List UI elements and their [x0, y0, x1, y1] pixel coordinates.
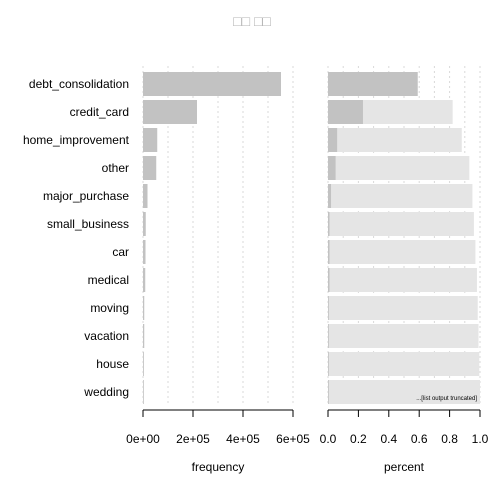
category-labels: debt_consolidation credit_card home_improv… — [23, 77, 130, 399]
frequency-bar-major-purchase — [143, 184, 148, 208]
percent-bar-home-improvement — [328, 128, 338, 152]
percent-axis-title: percent — [384, 460, 425, 474]
frequency-panel: 0e+00 2e+05 4e+05 6e+05 frequency — [126, 66, 310, 474]
percent-bar-wedding — [328, 380, 329, 404]
frequency-bar-house — [143, 352, 144, 376]
cumulative-bar-home-improvement — [328, 128, 462, 152]
percent-bar-moving — [328, 296, 329, 320]
category-label-small-business: small_business — [47, 217, 129, 231]
category-label-moving: moving — [90, 301, 129, 315]
cumulative-bar-major-purchase — [328, 184, 473, 208]
cumulative-bar-medical — [328, 268, 477, 292]
percent-bar-credit-card — [328, 100, 363, 124]
cumulative-bar-wedding — [328, 380, 480, 404]
cumulative-bar-vacation — [328, 324, 479, 348]
chart-title: □□ □□ — [233, 13, 271, 29]
percent-tick-label: 0.2 — [350, 432, 367, 446]
percent-bar-medical — [328, 268, 330, 292]
percent-bar-other — [328, 156, 336, 180]
category-label-credit-card: credit_card — [70, 105, 129, 119]
cumulative-bar-other — [328, 156, 470, 180]
frequency-bar-medical — [143, 268, 146, 292]
frequency-bar-home-improvement — [143, 128, 158, 152]
truncation-note: ...[list output truncated] — [416, 396, 477, 402]
frequency-tick-label: 4e+05 — [226, 432, 260, 446]
frequency-bar-other — [143, 156, 157, 180]
frequency-tick-label: 2e+05 — [176, 432, 210, 446]
category-label-medical: medical — [88, 273, 129, 287]
percent-bar-vacation — [328, 324, 329, 348]
frequency-tick-label: 6e+05 — [276, 432, 310, 446]
percent-tick-label: 0.0 — [320, 432, 337, 446]
category-label-car: car — [112, 245, 129, 259]
percent-tick-label: 0.6 — [411, 432, 428, 446]
frequency-bar-vacation — [143, 324, 145, 348]
frequency-bar-small-business — [143, 212, 146, 236]
percent-bar-debt-consolidation — [328, 72, 418, 96]
category-label-major-purchase: major_purchase — [43, 189, 129, 203]
category-label-other: other — [102, 161, 129, 175]
percent-tick-label: 0.8 — [441, 432, 458, 446]
percent-tick-label: 1.0 — [472, 432, 489, 446]
frequency-bar-credit-card — [143, 100, 197, 124]
cumulative-bar-car — [328, 240, 476, 264]
percent-bar-house — [328, 352, 329, 376]
percent-bar-small-business — [328, 212, 330, 236]
cumulative-bar-house — [328, 352, 480, 376]
percent-panel: 0.0 0.2 0.4 0.6 0.8 1.0 percent ...[list output… — [320, 66, 489, 474]
frequency-bar-moving — [143, 296, 145, 320]
category-label-house: house — [96, 357, 129, 371]
percent-tick-label: 0.4 — [380, 432, 397, 446]
cumulative-bar-moving — [328, 296, 478, 320]
percent-bar-major-purchase — [328, 184, 332, 208]
category-label-home-improvement: home_improvement — [23, 133, 130, 147]
frequency-bar-debt-consolidation — [143, 72, 281, 96]
percent-bar-car — [328, 240, 330, 264]
frequency-axis-title: frequency — [192, 460, 245, 474]
category-label-wedding: wedding — [83, 385, 129, 399]
frequency-bar-wedding — [143, 380, 144, 404]
cumulative-bar-small-business — [328, 212, 474, 236]
category-label-vacation: vacation — [84, 329, 129, 343]
frequency-bar-car — [143, 240, 146, 264]
category-label-debt-consolidation: debt_consolidation — [29, 77, 129, 91]
frequency-tick-label: 0e+00 — [126, 432, 160, 446]
